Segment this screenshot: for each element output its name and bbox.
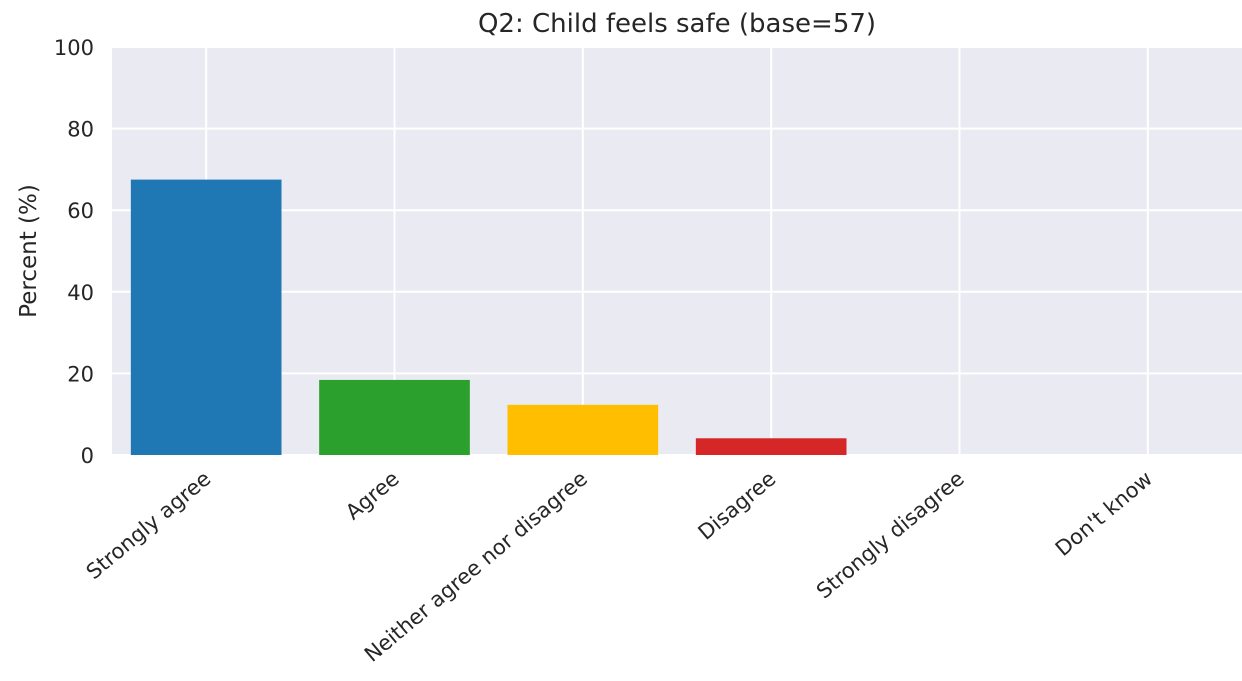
bars: [130, 179, 847, 455]
y-axis-ticks: 0 20 40 60 80 100: [54, 36, 94, 468]
y-tick-label: 60: [67, 199, 94, 223]
y-tick-label: 80: [67, 118, 94, 142]
x-tick-label: Agree: [341, 466, 404, 524]
y-axis-label: Percent (%): [16, 184, 42, 318]
bar-agree: [319, 379, 470, 455]
x-tick-label: Strongly agree: [82, 466, 216, 584]
y-tick-label: 20: [67, 362, 94, 386]
y-tick-label: 100: [54, 36, 94, 60]
bar-strongly-agree: [130, 179, 282, 455]
bar-neither-agree-nor-disagree: [507, 404, 659, 455]
plot-area: [112, 47, 1242, 455]
chart-title: Q2: Child feels safe (base=57): [478, 9, 876, 39]
y-tick-label: 40: [67, 281, 94, 305]
x-tick-label: Neither agree nor disagree: [360, 466, 592, 666]
grid-lines: [112, 46, 1242, 456]
x-tick-label: Don't know: [1051, 466, 1157, 561]
x-tick-label: Disagree: [694, 466, 781, 544]
bar-disagree: [695, 438, 847, 455]
y-tick-label: 0: [81, 444, 94, 468]
x-tick-label: Strongly disagree: [812, 466, 969, 603]
